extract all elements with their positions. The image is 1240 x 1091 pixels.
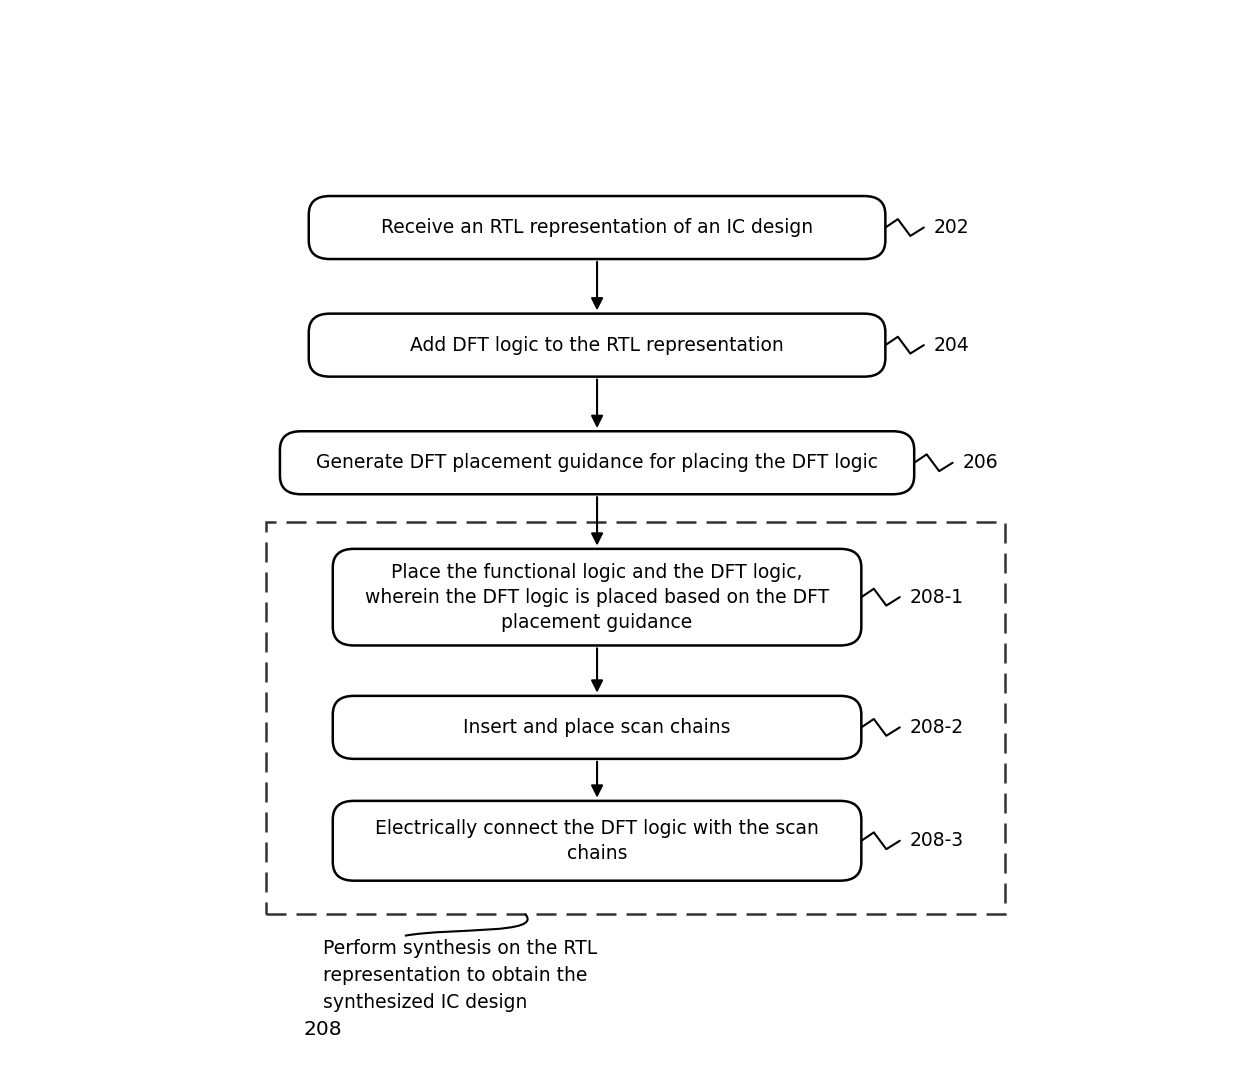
Text: representation to obtain the: representation to obtain the bbox=[324, 966, 588, 985]
Text: Insert and place scan chains: Insert and place scan chains bbox=[464, 718, 730, 736]
FancyBboxPatch shape bbox=[309, 313, 885, 376]
Text: Generate DFT placement guidance for placing the DFT logic: Generate DFT placement guidance for plac… bbox=[316, 453, 878, 472]
Text: 206: 206 bbox=[962, 453, 998, 472]
Text: Receive an RTL representation of an IC design: Receive an RTL representation of an IC d… bbox=[381, 218, 813, 237]
Text: 202: 202 bbox=[934, 218, 968, 237]
Text: Perform synthesis on the RTL: Perform synthesis on the RTL bbox=[324, 939, 598, 958]
Text: 208-3: 208-3 bbox=[909, 831, 963, 850]
Text: Place the functional logic and the DFT logic,
wherein the DFT logic is placed ba: Place the functional logic and the DFT l… bbox=[365, 563, 830, 632]
Text: 208-1: 208-1 bbox=[909, 588, 963, 607]
FancyBboxPatch shape bbox=[309, 196, 885, 259]
FancyBboxPatch shape bbox=[280, 431, 914, 494]
Text: synthesized IC design: synthesized IC design bbox=[324, 993, 527, 1011]
Text: 208: 208 bbox=[304, 1020, 342, 1039]
FancyBboxPatch shape bbox=[332, 549, 862, 646]
Text: Add DFT logic to the RTL representation: Add DFT logic to the RTL representation bbox=[410, 336, 784, 355]
Text: Electrically connect the DFT logic with the scan
chains: Electrically connect the DFT logic with … bbox=[376, 818, 818, 863]
FancyBboxPatch shape bbox=[332, 801, 862, 880]
Text: 208-2: 208-2 bbox=[909, 718, 963, 736]
Text: 204: 204 bbox=[934, 336, 970, 355]
FancyBboxPatch shape bbox=[332, 696, 862, 759]
